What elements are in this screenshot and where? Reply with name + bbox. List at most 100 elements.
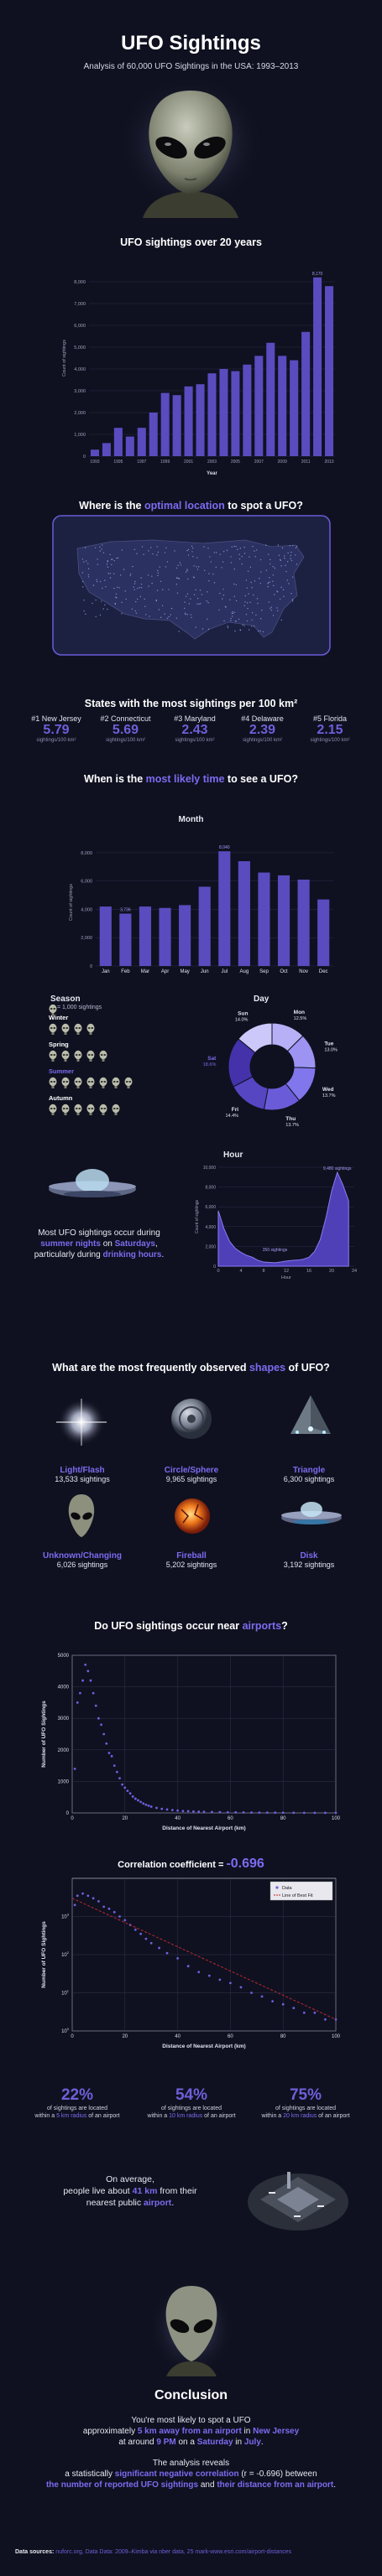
- alien-eye: [78, 1108, 81, 1109]
- conclusion-spacer: [0, 2448, 382, 2458]
- sighting-dot: [102, 608, 104, 610]
- y-tick-label: 4000: [58, 1685, 70, 1690]
- sighting-dot: [101, 548, 102, 550]
- sighting-dot: [191, 551, 193, 553]
- sighting-dot: [96, 579, 97, 581]
- average-distance: On average, people live about 41 km from…: [34, 2174, 227, 2209]
- shape-name: Fireball: [176, 1551, 207, 1561]
- sighting-dot: [282, 589, 285, 590]
- summary-hl: summer nights: [40, 1239, 101, 1249]
- data-point: [334, 1811, 338, 1815]
- data-point: [97, 1716, 100, 1720]
- sighting-dot: [95, 615, 97, 617]
- sighting-dot: [87, 574, 90, 576]
- sighting-dot: [99, 546, 101, 548]
- x-tick-label: Nov: [299, 969, 308, 974]
- data-point: [149, 1805, 153, 1808]
- x-axis-label: Hour: [281, 1275, 291, 1280]
- season-name: Autumn: [49, 1094, 73, 1102]
- data-point: [97, 1899, 100, 1903]
- summary-hl: Saturdays: [114, 1239, 155, 1249]
- sighting-dot: [134, 610, 136, 612]
- sighting-dot: [124, 590, 126, 592]
- sighting-dot: [195, 626, 196, 628]
- sighting-dot: [81, 580, 84, 583]
- x-tick-label: 1997: [137, 460, 146, 465]
- sighting-dot: [200, 603, 201, 605]
- legend-box: [269, 1881, 333, 1901]
- x-tick-label: 2005: [231, 460, 240, 465]
- alien-unit-icon: [61, 1104, 70, 1115]
- sighting-dot: [286, 560, 289, 563]
- data-point: [102, 1905, 106, 1909]
- sighting-dot: [83, 610, 85, 612]
- sighting-dot: [207, 628, 210, 631]
- alien-head: [74, 1023, 82, 1033]
- state-rank: #2 Connecticut: [100, 714, 151, 723]
- sighting-dot: [291, 544, 294, 547]
- sighting-dot: [267, 553, 269, 555]
- slice-label: Sat: [207, 1056, 217, 1062]
- sighting-dot: [156, 589, 159, 591]
- y-tick-label: 7,000: [74, 302, 86, 307]
- shapes-title-pre: What are the most frequently observed: [52, 1362, 249, 1374]
- conclusion-text: in: [233, 2438, 244, 2447]
- average-text: from their: [157, 2186, 197, 2196]
- sighting-dot: [145, 614, 147, 615]
- y-tick-label: 0: [66, 1811, 70, 1816]
- sighting-dot: [260, 571, 262, 573]
- legend-label-data: Data: [282, 1886, 293, 1891]
- sighting-dot: [272, 580, 274, 582]
- data-point: [133, 1928, 137, 1931]
- page-subtitle: Analysis of 60,000 UFO Sightings in the …: [83, 62, 299, 71]
- data-point: [292, 2007, 296, 2010]
- conclusion-line: approximately 5 km away from an airport …: [0, 2426, 382, 2437]
- state-rank: #1 New Jersey: [31, 714, 81, 723]
- data-point: [100, 1723, 102, 1727]
- sighting-dot: [291, 599, 294, 600]
- alien-unit-icon: [86, 1023, 95, 1035]
- x-tick-label: 2009: [278, 460, 287, 465]
- data-point: [239, 1986, 243, 1989]
- y-tick-label: 5000: [58, 1654, 70, 1659]
- sighting-dot: [290, 554, 291, 557]
- sighting-dot: [204, 569, 206, 572]
- sighting-dot: [187, 554, 190, 556]
- sighting-dot: [148, 550, 149, 552]
- state-card-5: #5 Florida 2.15 sightings/100 km²: [299, 714, 361, 743]
- alien-body: [51, 1013, 55, 1015]
- alien-eye: [53, 1081, 56, 1083]
- sighting-dot: [188, 603, 191, 605]
- annotation-high: 9,480 sightings: [323, 1166, 352, 1171]
- shape-count: 6,026 sightings: [56, 1561, 108, 1569]
- sighting-dot: [259, 558, 262, 561]
- airports-title-post: ?: [281, 1620, 288, 1632]
- state-card-4: #4 Delaware 2.39 sightings/100 km²: [232, 714, 294, 743]
- y-tick-label: 8,000: [74, 280, 86, 285]
- shape-card-6: Disk 3,192 sightings: [260, 1551, 358, 1569]
- alien-body: [51, 1032, 55, 1035]
- sighting-dot: [170, 614, 171, 615]
- x-tick-label: 100: [332, 2034, 341, 2039]
- us-outline: [76, 539, 305, 640]
- shape-count: 9,965 sightings: [165, 1475, 217, 1483]
- season-legend: = 1,000 sightings: [57, 1005, 102, 1010]
- conclusion-hl: New Jersey: [253, 2427, 300, 2436]
- stat-text: of an airport: [86, 2113, 120, 2119]
- data-point: [144, 1803, 148, 1806]
- data-point: [234, 1810, 238, 1814]
- sighting-dot: [252, 545, 254, 548]
- alien-eye: [53, 1027, 56, 1029]
- slice-value: 14.0%: [235, 1017, 249, 1022]
- time-title-post: to see a UFO?: [224, 773, 298, 785]
- x-tick-label: 100: [332, 1816, 341, 1821]
- sighting-dot: [295, 554, 296, 556]
- data-point: [160, 1807, 164, 1810]
- light-flash-icon: [56, 1399, 107, 1446]
- time-title: When is the most likely time to see a UF…: [0, 773, 382, 785]
- x-tick-label: 1993: [90, 460, 99, 465]
- alien-unit-icon: [74, 1104, 82, 1115]
- sighting-dot: [265, 569, 268, 571]
- x-axis-label: Year: [207, 471, 217, 476]
- shape-name: Triangle: [292, 1466, 326, 1475]
